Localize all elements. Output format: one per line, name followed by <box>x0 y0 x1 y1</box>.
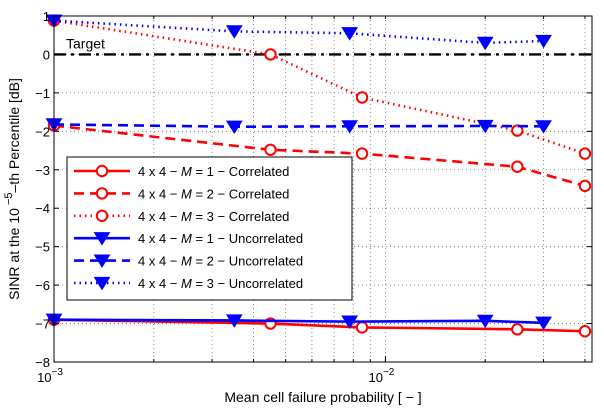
target-label: Target <box>66 35 105 51</box>
x-tick-label: 10−3 <box>37 367 63 385</box>
circle-marker <box>95 187 109 200</box>
legend: 4 x 4 − M = 1 − Correlated 4 x 4 − M = 2 … <box>66 156 353 301</box>
circle-marker <box>355 91 369 104</box>
circle-marker <box>578 325 592 338</box>
circle-marker <box>95 164 109 178</box>
triangle-marker <box>93 232 111 246</box>
triangle-marker <box>476 36 494 51</box>
circle-marker <box>578 147 592 160</box>
y-axis-label-main: SINR at the 10 <box>6 208 22 300</box>
triangle-marker <box>535 316 552 331</box>
legend-item: 4 x 4 − M = 1 − Uncorrelated <box>74 231 303 246</box>
circle-marker <box>95 209 109 223</box>
triangle-marker <box>225 120 243 135</box>
triangle-marker <box>341 315 359 329</box>
circle-marker <box>511 323 524 336</box>
y-tick-label: −5 <box>35 240 50 255</box>
triangle-marker <box>341 27 359 41</box>
y-tick-label: 0 <box>43 47 50 62</box>
y-tick-label: 1 <box>43 9 50 24</box>
y-tick-label: −1 <box>35 86 50 101</box>
axis-ticks: 1 0 −1 −2 −3 −4 −5 −6 −7 −810−3 10−2 <box>35 9 592 385</box>
circle-marker <box>355 321 369 334</box>
x-axis-label: Mean cell failure probability [ − ] <box>224 389 421 405</box>
circle-marker <box>511 160 524 173</box>
circle-marker <box>355 147 369 160</box>
legend-box <box>66 156 353 301</box>
y-tick-label: −7 <box>35 317 50 332</box>
legend-label: 4 x 4 − M = 2 − Uncorrelated <box>138 254 303 269</box>
y-tick-label: −2 <box>35 124 50 139</box>
y-tick-label: −3 <box>35 163 50 178</box>
y-tick-label: −4 <box>35 201 50 216</box>
triangle-marker <box>476 119 494 134</box>
plot-frame <box>53 15 593 363</box>
series-4 <box>45 313 552 331</box>
legend-item: 4 x 4 − M = 3 − Uncorrelated <box>74 276 303 291</box>
y-axis-label-rest: –th Percentile [dB] <box>6 78 22 192</box>
circle-marker <box>264 143 277 156</box>
y-axis-label: SINR at the 10 −5–th Percentile [dB] <box>3 78 22 300</box>
triangle-marker <box>535 34 552 49</box>
legend-item: 4 x 4 − M = 2 − Correlated <box>74 186 289 201</box>
series-line <box>53 19 544 45</box>
legend-label: 4 x 4 − M = 1 − Correlated <box>138 164 289 179</box>
y-axis-label-exponent: −5 <box>3 192 15 208</box>
circle-marker <box>511 124 524 137</box>
triangle-marker <box>535 120 552 134</box>
y-tick-label: −8 <box>35 355 50 370</box>
legend-label: 4 x 4 − M = 3 − Correlated <box>138 209 289 224</box>
legend-item: 4 x 4 − M = 1 − Correlated <box>74 164 289 179</box>
target-line-group: Target <box>54 35 592 56</box>
triangle-marker <box>341 120 359 134</box>
legend-label: 4 x 4 − M = 1 − Uncorrelated <box>138 231 303 246</box>
y-tick-label: −6 <box>35 278 50 293</box>
circle-marker <box>578 179 592 193</box>
circle-marker <box>264 48 277 61</box>
triangle-marker <box>93 276 111 291</box>
x-tick-label: 10−2 <box>368 367 394 385</box>
triangle-marker <box>225 25 243 39</box>
triangle-marker <box>476 314 494 329</box>
legend-item: 4 x 4 − M = 2 − Uncorrelated <box>74 254 303 269</box>
legend-label: 4 x 4 − M = 2 − Correlated <box>138 186 289 201</box>
triangle-marker <box>93 254 111 268</box>
legend-item: 4 x 4 − M = 3 − Correlated <box>74 209 289 224</box>
series-group <box>45 14 592 338</box>
triangle-marker <box>225 314 243 328</box>
legend-label: 4 x 4 − M = 3 − Uncorrelated <box>138 276 303 291</box>
